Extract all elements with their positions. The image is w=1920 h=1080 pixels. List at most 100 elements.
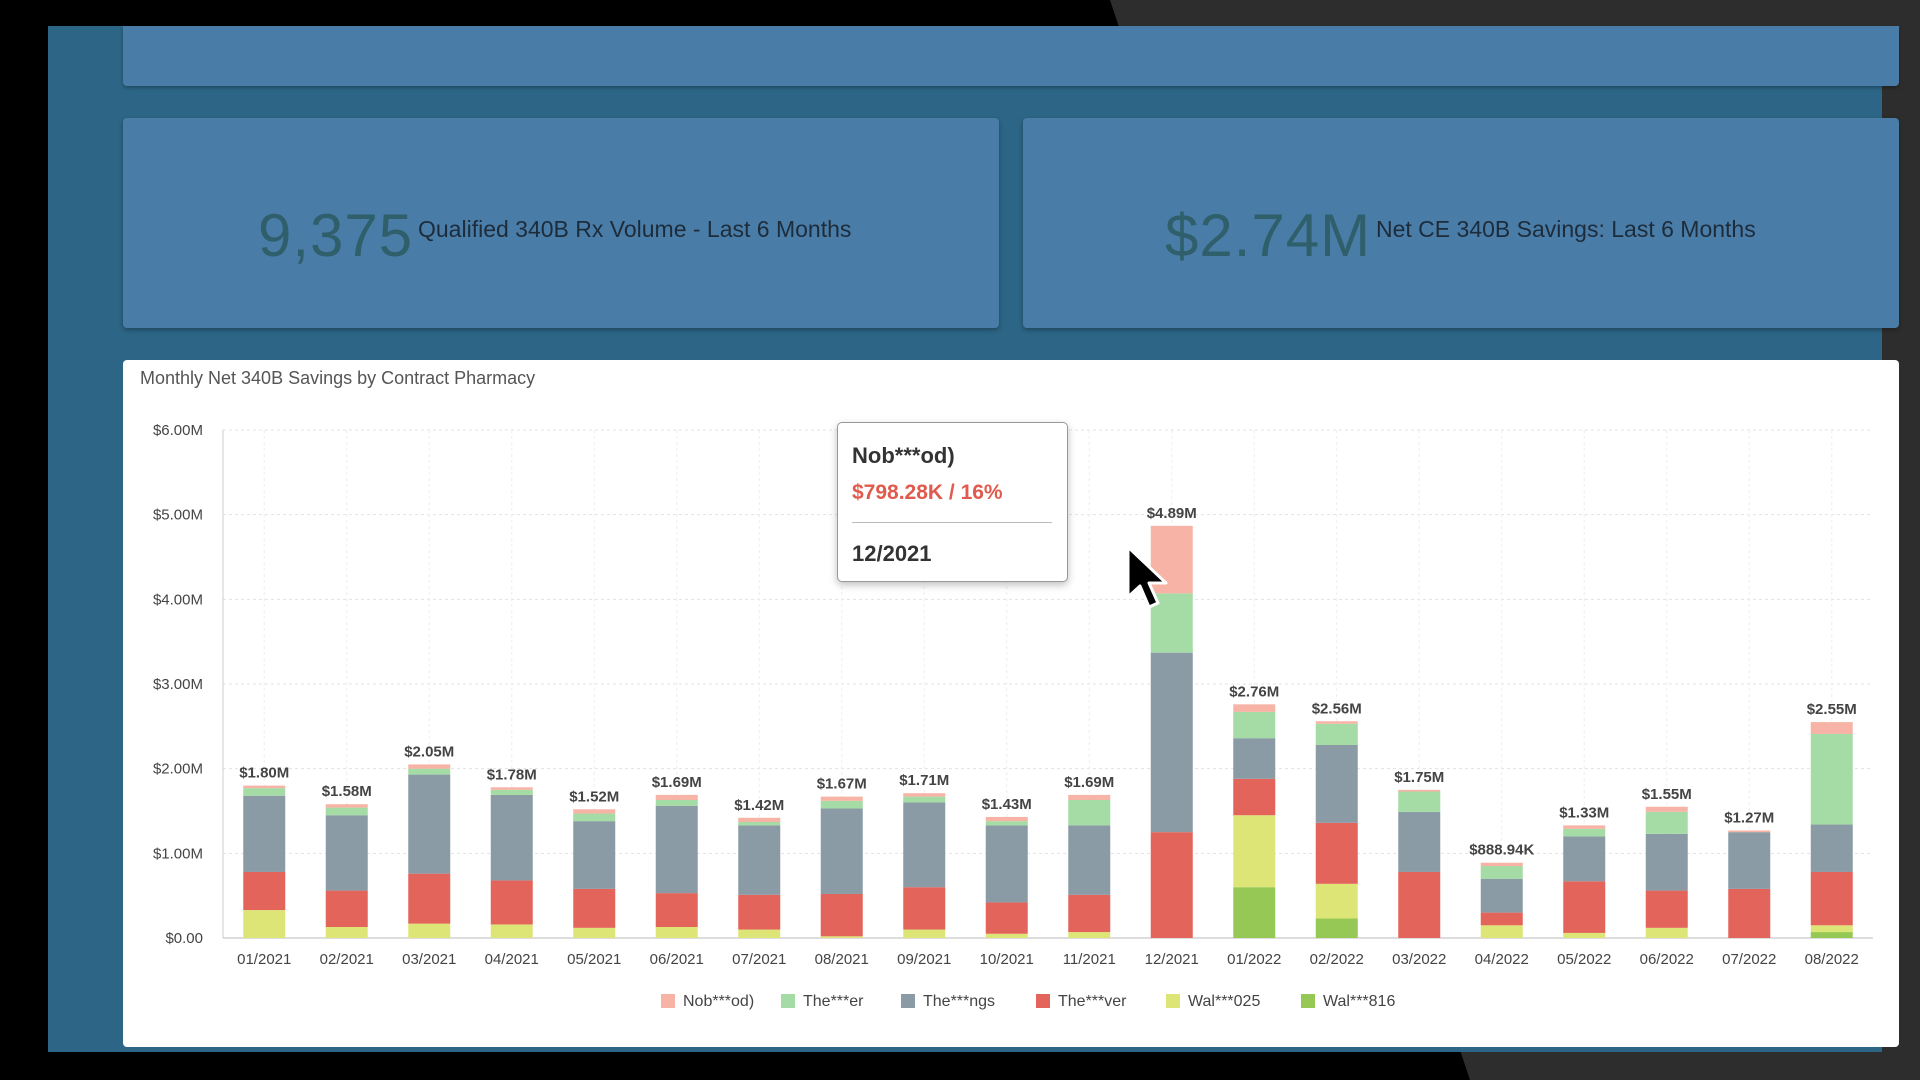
bar-segment	[243, 795, 286, 872]
y-tick-label: $4.00M	[153, 591, 203, 608]
x-tick-label: 10/2021	[980, 951, 1034, 968]
bar-segment	[1480, 925, 1523, 938]
kpi-rx-volume-card: 9,375 Qualified 340B Rx Volume - Last 6 …	[123, 118, 999, 328]
bar-segment	[1480, 878, 1523, 913]
bar-segment	[1563, 836, 1606, 882]
bar-total-label: $1.78M	[487, 766, 537, 783]
bar-total-label: $1.75M	[1394, 769, 1444, 786]
tooltip-series-name: Nob***od)	[852, 443, 955, 468]
bar-segment	[325, 815, 368, 891]
bar-segment	[738, 929, 781, 938]
bar-segment	[1315, 883, 1358, 919]
bar-total-label: $1.58M	[322, 783, 372, 800]
x-tick-label: 03/2022	[1392, 951, 1446, 968]
legend-swatch	[661, 994, 675, 1008]
bar-segment	[1068, 932, 1111, 938]
bar-segment	[738, 817, 781, 823]
legend-swatch	[1036, 994, 1050, 1008]
bar-segment	[1563, 828, 1606, 837]
bar-segment	[1398, 789, 1441, 792]
bar-segment	[1315, 822, 1358, 884]
bar-segment	[1398, 871, 1441, 938]
bar-segment	[1645, 811, 1688, 834]
stacked-bar-chart: $0.00 $1.00M $2.00M $3.00M $4.00M $5.00M $6.00…	[153, 422, 1873, 1010]
x-tick-label: 08/2021	[815, 951, 869, 968]
bar-segment	[243, 785, 286, 789]
bar-segment	[1315, 723, 1358, 745]
x-tick-label: 06/2021	[650, 951, 704, 968]
bar-segment	[573, 888, 616, 928]
legend-label: The***er	[803, 993, 864, 1010]
x-tick-label: 01/2021	[237, 951, 291, 968]
bar-segment	[1645, 806, 1688, 812]
bar-segment	[490, 787, 533, 790]
bar-segment	[1068, 894, 1111, 933]
bar-segment	[1810, 925, 1853, 933]
bar-segment	[738, 894, 781, 930]
tooltip-category: 12/2021	[852, 541, 932, 566]
legend-label: Nob***od)	[683, 993, 754, 1010]
bar-segment	[408, 923, 451, 938]
x-tick-label: 11/2021	[1063, 951, 1116, 968]
bar-segment	[1233, 711, 1276, 739]
bar-segment	[325, 804, 368, 808]
bar-segment	[655, 794, 698, 800]
bar-segment	[1645, 890, 1688, 928]
legend-label: Wal***025	[1188, 993, 1260, 1010]
x-tick-label: 05/2021	[567, 951, 621, 968]
bar-total-label: $1.71M	[899, 772, 949, 789]
tooltip-value: $798.28K / 16%	[852, 481, 1003, 504]
bar-segment	[325, 926, 368, 938]
chart-tooltip: Nob***od) $798.28K / 16% 12/2021	[837, 422, 1068, 582]
bar-segment	[325, 807, 368, 816]
bar-total-label: $1.69M	[1064, 774, 1114, 791]
dashboard-panel: 9,375 Qualified 340B Rx Volume - Last 6 …	[48, 26, 1899, 1052]
top-card-strip	[123, 26, 1899, 86]
bar-segment	[1810, 932, 1853, 938]
bar-segment	[243, 871, 286, 911]
x-tick-label: 12/2021	[1145, 951, 1199, 968]
bar-segment	[1810, 733, 1853, 825]
bar-segment	[243, 910, 286, 938]
x-tick-label: 05/2022	[1557, 951, 1611, 968]
kpi-savings-label: Net CE 340B Savings: Last 6 Months	[1376, 216, 1756, 242]
bar-segment	[1728, 832, 1771, 889]
bar-segment	[1480, 912, 1523, 926]
bar-segment	[655, 805, 698, 894]
bar-segment	[985, 821, 1028, 826]
x-tick-label: 04/2021	[485, 951, 539, 968]
bar-segment	[243, 788, 286, 796]
kpi-savings-value: $2.74M	[1165, 202, 1372, 269]
x-tick-label: 03/2021	[402, 951, 456, 968]
bar-segment	[490, 789, 533, 795]
y-tick-label: $0.00	[165, 930, 203, 947]
bar-segment	[1233, 887, 1276, 938]
legend-label: The***ver	[1058, 993, 1127, 1010]
bar-total-label: $2.05M	[404, 743, 454, 760]
bar-segment	[490, 924, 533, 938]
bar-segment	[408, 764, 451, 769]
bar-total-label: $1.27M	[1724, 809, 1774, 826]
bar-total-label: $4.89M	[1147, 505, 1197, 522]
bar-segment	[738, 825, 781, 895]
bar-segment	[1728, 888, 1771, 938]
bar-segment	[1480, 866, 1523, 879]
bar-segment	[820, 796, 863, 801]
bar-total-label: $1.33M	[1559, 804, 1609, 821]
bar-segment	[1068, 825, 1111, 895]
bar-segment	[655, 926, 698, 938]
bar-segment	[903, 796, 946, 803]
bar-segment	[1480, 862, 1523, 867]
x-tick-label: 02/2021	[320, 951, 374, 968]
bar-segment	[1150, 652, 1193, 833]
kpi-rx-volume-value: 9,375	[258, 202, 414, 269]
bar-segment	[903, 887, 946, 930]
bar-total-label: $1.55M	[1642, 786, 1692, 803]
chart-title: Monthly Net 340B Savings by Contract Pha…	[140, 368, 536, 388]
bar-segment	[1068, 794, 1111, 800]
x-tick-label: 06/2022	[1640, 951, 1694, 968]
y-tick-label: $1.00M	[153, 845, 203, 862]
bar-segment	[1233, 778, 1276, 816]
bar-segment	[820, 800, 863, 809]
bar-total-label: $1.43M	[982, 796, 1032, 813]
